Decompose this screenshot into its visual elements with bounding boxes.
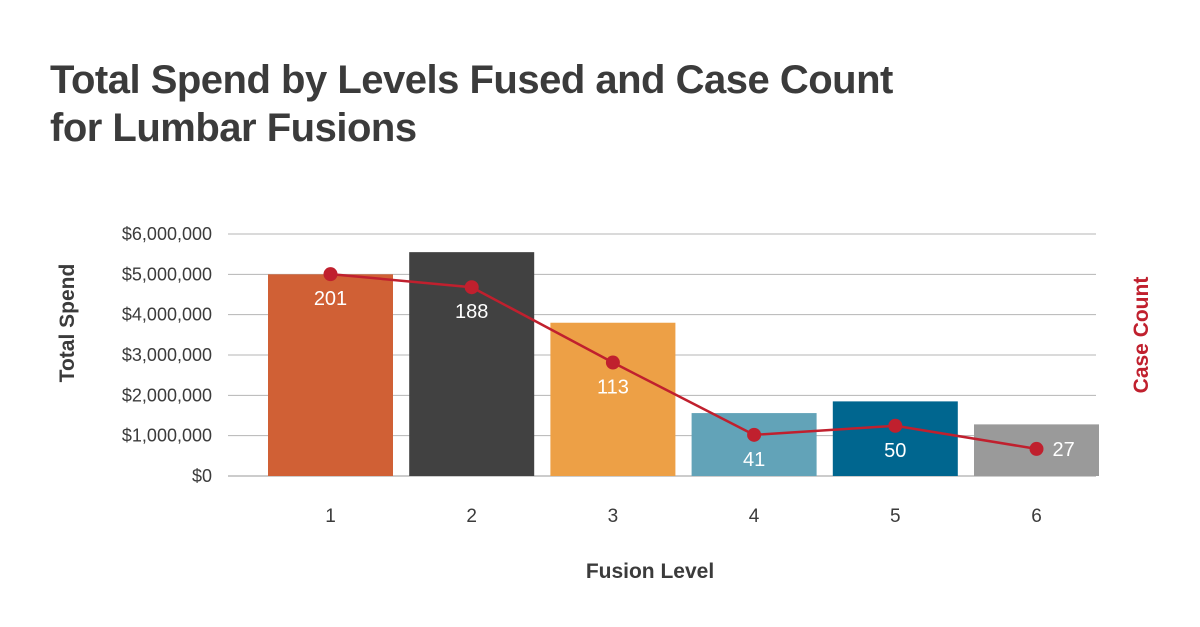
case-count-label: 50: [884, 440, 906, 462]
x-tick-label: 3: [608, 506, 619, 527]
x-tick-label: 5: [890, 506, 901, 527]
y2-axis-title: Case Count: [1130, 277, 1153, 394]
x-axis-title: Fusion Level: [586, 560, 714, 583]
case-count-point: [605, 355, 620, 370]
case-count-label: 27: [1053, 439, 1075, 461]
bar: [691, 413, 817, 476]
case-count-point: [1029, 441, 1044, 456]
y-axis-title: Total Spend: [56, 264, 79, 383]
case-count-point: [464, 280, 479, 295]
chart-title: Total Spend by Levels Fused and Case Cou…: [50, 56, 893, 152]
y-tick-label: $2,000,000: [122, 385, 212, 405]
case-count-point: [323, 267, 338, 282]
y-tick-label: $5,000,000: [122, 264, 212, 284]
y-tick-label: $6,000,000: [122, 224, 212, 244]
case-count-line: [330, 272, 1037, 451]
case-count-label: 41: [743, 449, 765, 471]
y-tick-label: $4,000,000: [122, 305, 212, 325]
chart-title-line-2: for Lumbar Fusions: [50, 106, 417, 150]
y-tick-label: $1,000,000: [122, 426, 212, 446]
x-axis-ticks: 1 2 3 4 5 6: [325, 506, 1042, 527]
x-tick-label: 2: [466, 506, 477, 527]
case-count-point: [888, 418, 903, 433]
case-count-series: [323, 267, 1044, 456]
bar-series: [268, 252, 1099, 476]
data-labels: 201 188 113 41 50 27: [314, 288, 1075, 471]
x-tick-label: 6: [1031, 506, 1042, 527]
y-axis-ticks: $0 $1,000,000 $2,000,000 $3,000,000 $4,000,0…: [122, 224, 212, 486]
x-tick-label: 1: [325, 506, 336, 527]
case-count-label: 201: [314, 288, 347, 310]
y-tick-label: $3,000,000: [122, 345, 212, 365]
case-count-label: 113: [597, 377, 629, 399]
y-tick-label: $0: [192, 466, 212, 486]
case-count-label: 188: [455, 301, 488, 323]
bar: [268, 274, 393, 476]
bar: [550, 322, 676, 476]
case-count-point: [747, 427, 762, 442]
x-tick-label: 4: [749, 506, 760, 527]
chart-title-line-1: Total Spend by Levels Fused and Case Cou…: [50, 58, 893, 102]
bar: [832, 401, 958, 476]
